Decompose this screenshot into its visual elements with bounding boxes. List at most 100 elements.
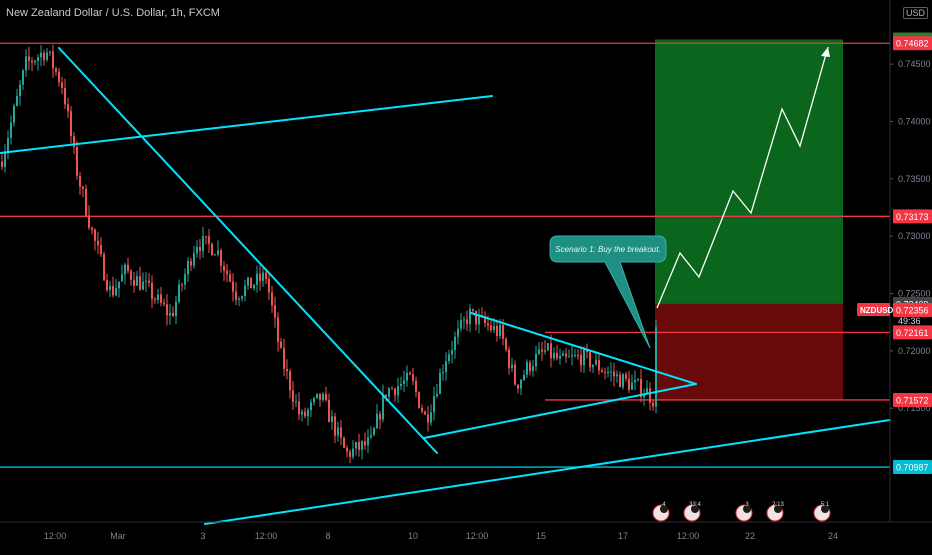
candle-body [421,407,423,412]
candle-body [475,310,477,325]
candle-body [94,229,96,241]
candle-body [436,393,438,397]
candle-body [229,274,231,282]
candle-body [640,379,642,398]
candle-body [541,349,543,352]
candle-body [394,388,396,396]
long-uptrend-line [204,419,891,525]
x-tick-label: 12:00 [255,531,278,541]
last-price-badge-bg [893,303,932,318]
candle-body [22,70,24,85]
candle-body [349,451,351,457]
event-markers: 4 33:4 3 2:13 5:1 [652,502,831,522]
candle-body [151,282,153,300]
candle-body [322,394,324,400]
candle-body [601,370,603,372]
candle-body [652,402,654,407]
candle-body [523,374,525,380]
level-badge-label: 0.74682 [896,39,929,49]
level-badge-bg [893,325,932,340]
candle-body [382,394,384,420]
candle-body [616,374,618,377]
candle-body [289,371,291,391]
y-tick-label: 0.71500 [898,403,931,413]
candle-body [493,325,495,331]
candle-body [79,175,81,187]
candle-body [148,280,150,283]
candle-body [388,388,390,397]
symbol-tag: NZDUSD [860,306,894,315]
candle-body [454,336,456,351]
candle-body [505,338,507,350]
candle-body [409,372,411,375]
projection-path [656,46,829,309]
candle-body [430,412,432,423]
time-axis: 12:00 Mar 3 12:00 8 10 12:00 15 17 12:00 22 24 [0,521,932,541]
event-marker-dot [743,505,751,513]
candle-body [202,236,204,251]
level-badge-bg [893,209,932,224]
candle-body [88,215,90,228]
candle-body [49,51,51,53]
candle-body [595,360,597,365]
candle-body [403,380,405,384]
candle-body [502,325,504,339]
y-tick-label: 0.72500 [898,289,931,299]
candle-body [550,343,552,359]
candle-body [70,111,72,137]
candle-body [109,285,111,290]
candle-body [100,245,102,255]
candle-body [535,353,537,367]
x-tick-label: 24 [828,531,838,541]
candle-body [514,364,516,385]
level-badge-bg [893,392,932,407]
candle-body [607,372,609,374]
candle-body [211,243,213,255]
x-tick-label: Mar [110,531,126,541]
chart-title: New Zealand Dollar / U.S. Dollar, 1h, FX… [6,7,220,19]
candle-body [538,349,540,354]
x-tick-label: 8 [325,531,330,541]
candle-body [556,352,558,359]
candle-body [508,349,510,369]
candle-body [490,325,492,331]
candle-body [478,315,480,325]
candle-body [208,236,210,244]
candle-body [613,371,615,377]
candle-body [310,402,312,411]
candle-body [58,71,60,83]
candle-body [37,57,39,61]
candle-body [580,355,582,366]
candle-body [64,87,66,105]
candle-body [352,448,354,457]
candle-body [358,442,360,450]
downtrend-line [58,47,438,454]
candle-body [313,397,315,403]
candle-body [487,323,489,326]
candle-body [553,352,555,359]
event-marker-label: 5:1 [821,502,830,508]
level-badge-label: 0.73173 [896,212,929,222]
annotation-callout: Scenario 1: Buy the breakout. [549,235,667,349]
candle-body [226,270,228,275]
candle-body [499,325,501,336]
candle-body [145,280,147,282]
candle-body [367,437,369,446]
candle-body [586,349,588,352]
candle-body [97,240,99,246]
candle-body [631,382,633,390]
projection-arrowhead [821,47,830,57]
candle-body [532,366,534,371]
candle-body [232,281,234,292]
currency-badge[interactable]: USD [903,7,929,19]
last-price-badge-label: 0.72356 [896,306,929,316]
candle-body [604,371,606,373]
candle-body [637,379,639,381]
triangle-lower-line [423,383,697,439]
candle-body [103,254,105,281]
candle-body [583,349,585,366]
candle-body [520,379,522,389]
candle-body [316,393,318,398]
callout-bubble [549,235,667,349]
candle-body [451,350,453,355]
